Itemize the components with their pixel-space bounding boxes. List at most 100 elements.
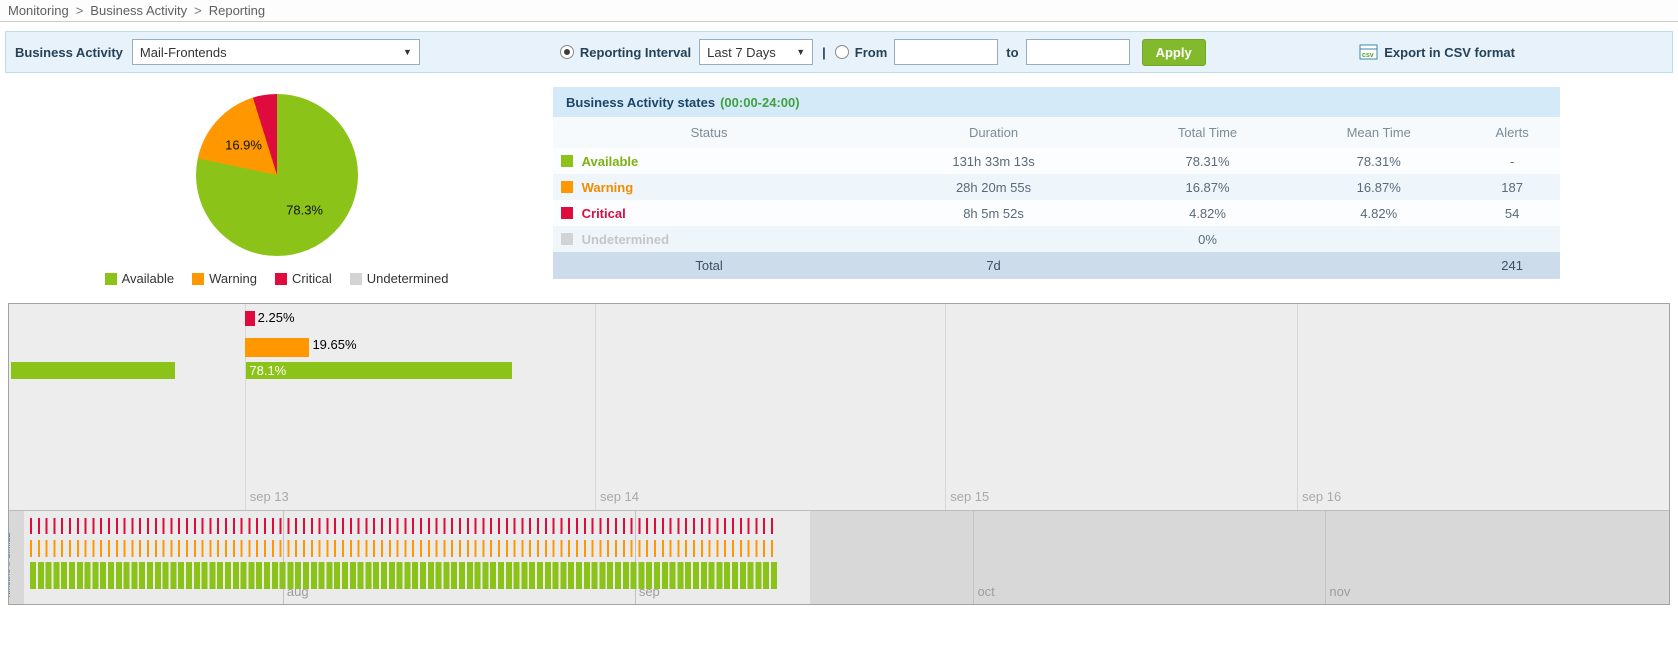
overview-ticks-available — [30, 562, 778, 589]
interval-selected-value: Last 7 Days — [707, 45, 776, 60]
alerts-cell: 54 — [1464, 200, 1560, 226]
overview-ticks-warning — [30, 540, 778, 557]
status-label: Critical — [582, 206, 626, 221]
interval-select[interactable]: Last 7 Days ▼ — [699, 39, 813, 65]
timeline-credit: Timeline © SIMILE — [9, 532, 12, 599]
col-duration: Duration — [865, 117, 1122, 148]
total-label-cell: Total — [553, 252, 865, 279]
alerts-cell: 187 — [1464, 174, 1560, 200]
alerts-cell — [1464, 226, 1560, 252]
timeline-bar-critical[interactable] — [245, 311, 255, 326]
mean-time-cell — [1293, 226, 1464, 252]
available-swatch — [105, 273, 117, 285]
pie-slice-label: 16.9% — [225, 138, 262, 153]
timeline-date-label: sep 16 — [1302, 489, 1341, 504]
toolbar: Business Activity Mail-Frontends ▼ Repor… — [5, 31, 1673, 73]
status-swatch — [561, 233, 573, 245]
status-label: Available — [582, 154, 639, 169]
timeline-gridline — [1297, 304, 1298, 510]
export-csv-link[interactable]: csv Export in CSV format — [1359, 44, 1515, 60]
to-date-input[interactable] — [1026, 39, 1130, 65]
status-swatch — [561, 155, 573, 167]
csv-icon: csv — [1359, 44, 1378, 60]
col-status: Status — [553, 117, 865, 148]
reporting-interval-radio[interactable] — [560, 45, 574, 59]
apply-button[interactable]: Apply — [1142, 39, 1206, 66]
timeline-bar-warning[interactable] — [245, 338, 310, 357]
timeline-month-label: nov — [1329, 584, 1350, 599]
availability-pie-chart: 78.3% 16.9% — [196, 94, 358, 256]
timeline-widget: sep 13sep 14sep 15sep 162.25%19.65%78.1%… — [8, 303, 1670, 605]
status-label: Warning — [582, 180, 634, 195]
legend-item-undetermined: Undetermined — [350, 271, 449, 286]
legend-item-available: Available — [105, 271, 175, 286]
breadcrumb-separator: > — [76, 3, 84, 18]
timeline-month-line — [973, 511, 974, 604]
legend-label: Available — [122, 271, 175, 286]
warning-swatch — [192, 273, 204, 285]
business-activity-select[interactable]: Mail-Frontends ▼ — [132, 39, 420, 65]
business-activity-states-panel: Business Activity states (00:00-24:00) S… — [553, 87, 1560, 286]
timeline-overview-band[interactable]: Timeline © SIMILE augsepoctnov — [9, 510, 1669, 604]
timeline-main-band[interactable]: sep 13sep 14sep 15sep 162.25%19.65%78.1% — [9, 304, 1669, 510]
total-time-cell: 4.82% — [1122, 200, 1293, 226]
timeline-month-label: oct — [977, 584, 994, 599]
timeline-bar-label: 78.1% — [249, 363, 286, 378]
toolbar-divider: | — [822, 45, 826, 60]
table-row: Available 131h 33m 13s 78.31% 78.31% - — [553, 148, 1560, 174]
reporting-interval-group: Reporting Interval Last 7 Days ▼ | From … — [560, 39, 1206, 66]
states-title-text: Business Activity states — [566, 95, 715, 110]
breadcrumb-reporting[interactable]: Reporting — [209, 3, 265, 18]
timeline-bar-available[interactable] — [11, 362, 175, 379]
duration-cell: 28h 20m 55s — [865, 174, 1122, 200]
export-csv-label: Export in CSV format — [1384, 45, 1515, 60]
duration-cell: 131h 33m 13s — [865, 148, 1122, 174]
breadcrumb: Monitoring>Business Activity>Reporting — [0, 0, 1678, 22]
undetermined-swatch — [350, 273, 362, 285]
timeline-gridline — [245, 304, 246, 510]
from-label[interactable]: From — [855, 45, 888, 60]
table-total-row: Total 7d 241 — [553, 252, 1560, 279]
legend-label: Warning — [209, 271, 257, 286]
legend-label: Critical — [292, 271, 332, 286]
mean-time-cell: 16.87% — [1293, 174, 1464, 200]
duration-cell: 8h 5m 52s — [865, 200, 1122, 226]
timeline-month-label: aug — [287, 584, 309, 599]
col-alerts: Alerts — [1464, 117, 1560, 148]
chevron-down-icon: ▼ — [403, 47, 412, 57]
timeline-date-label: sep 14 — [600, 489, 639, 504]
business-activity-label: Business Activity — [15, 45, 123, 60]
business-activity-selected-value: Mail-Frontends — [140, 45, 227, 60]
status-label: Undetermined — [582, 232, 669, 247]
reporting-interval-label[interactable]: Reporting Interval — [580, 45, 691, 60]
overview-ticks-critical — [30, 518, 778, 534]
total-alerts-cell: 241 — [1464, 252, 1560, 279]
legend-label: Undetermined — [367, 271, 449, 286]
mean-time-cell: 78.31% — [1293, 148, 1464, 174]
timeline-date-label: sep 15 — [950, 489, 989, 504]
critical-swatch — [275, 273, 287, 285]
states-table: Status Duration Total Time Mean Time Ale… — [553, 117, 1560, 279]
timeline-gridline — [945, 304, 946, 510]
from-radio[interactable] — [835, 45, 849, 59]
total-time-cell: 78.31% — [1122, 148, 1293, 174]
pie-slice-label: 78.3% — [286, 202, 323, 217]
svg-text:csv: csv — [1362, 52, 1374, 59]
pie-chart-panel: 78.3% 16.9% Available Warning Critical Un… — [0, 87, 553, 286]
legend-item-warning: Warning — [192, 271, 257, 286]
states-panel-title: Business Activity states (00:00-24:00) — [553, 87, 1560, 117]
from-date-input[interactable] — [894, 39, 998, 65]
to-label: to — [1006, 45, 1018, 60]
status-swatch — [561, 181, 573, 193]
breadcrumb-monitoring[interactable]: Monitoring — [8, 3, 69, 18]
breadcrumb-business-activity[interactable]: Business Activity — [90, 3, 187, 18]
pie-legend: Available Warning Critical Undetermined — [105, 271, 449, 286]
total-duration-cell: 7d — [865, 252, 1122, 279]
total-time-cell: 16.87% — [1122, 174, 1293, 200]
mean-time-cell: 4.82% — [1293, 200, 1464, 226]
table-header-row: Status Duration Total Time Mean Time Ale… — [553, 117, 1560, 148]
timeline-date-label: sep 13 — [250, 489, 289, 504]
col-mean-time: Mean Time — [1293, 117, 1464, 148]
table-row: Undetermined 0% — [553, 226, 1560, 252]
legend-item-critical: Critical — [275, 271, 332, 286]
